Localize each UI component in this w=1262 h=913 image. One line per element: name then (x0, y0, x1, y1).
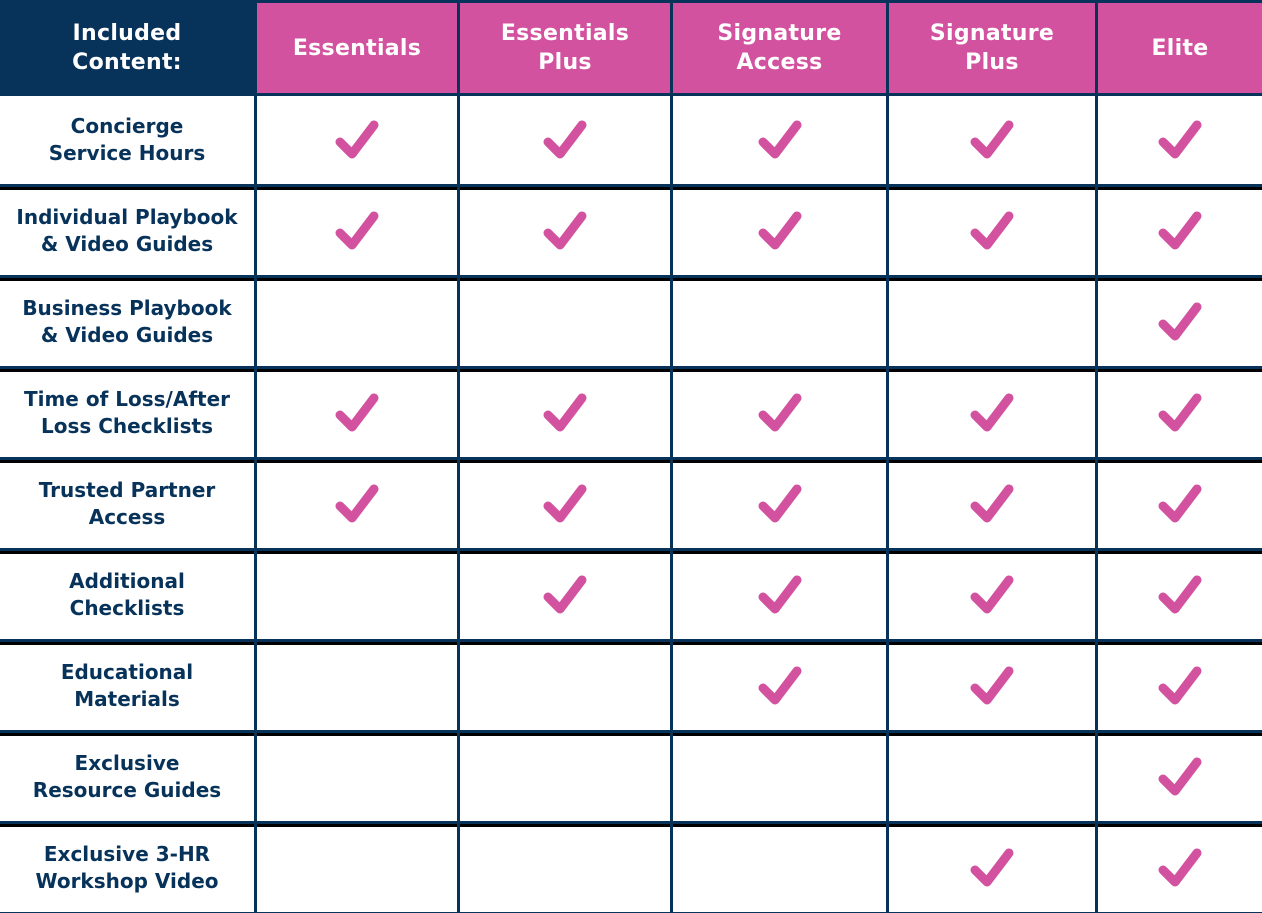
check-icon (970, 575, 1014, 614)
cell-signature-access (673, 642, 886, 730)
cell-elite (1098, 824, 1262, 912)
row-label: Exclusive 3-HR Workshop Video (0, 824, 254, 912)
cell-essentials-plus (460, 551, 670, 639)
check-icon (970, 666, 1014, 705)
row-label: Concierge Service Hours (0, 96, 254, 184)
row-label: Business Playbook & Video Guides (0, 278, 254, 366)
check-icon (335, 393, 379, 432)
header-included-content: Included Content: (0, 3, 254, 93)
cell-signature-plus (889, 733, 1095, 821)
cell-essentials (257, 460, 457, 548)
cell-signature-plus (889, 824, 1095, 912)
cell-elite (1098, 733, 1262, 821)
cell-elite (1098, 460, 1262, 548)
cell-essentials (257, 824, 457, 912)
cell-elite (1098, 369, 1262, 457)
row-label: Time of Loss/After Loss Checklists (0, 369, 254, 457)
cell-essentials (257, 551, 457, 639)
check-icon (335, 484, 379, 523)
check-icon (758, 393, 801, 432)
row-label: Additional Checklists (0, 551, 254, 639)
row-label: Educational Materials (0, 642, 254, 730)
check-icon (970, 120, 1014, 159)
check-icon (1158, 666, 1202, 705)
cell-essentials (257, 96, 457, 184)
cell-signature-access (673, 460, 886, 548)
cell-essentials-plus (460, 733, 670, 821)
cell-signature-access (673, 278, 886, 366)
check-icon (758, 575, 801, 614)
cell-essentials-plus (460, 642, 670, 730)
cell-signature-access (673, 824, 886, 912)
cell-elite (1098, 187, 1262, 275)
header-plan-essentials-plus: Essentials Plus (460, 3, 670, 93)
row-label: Trusted Partner Access (0, 460, 254, 548)
cell-signature-plus (889, 551, 1095, 639)
cell-signature-access (673, 551, 886, 639)
cell-signature-access (673, 733, 886, 821)
check-icon (1158, 302, 1202, 341)
cell-elite (1098, 278, 1262, 366)
check-icon (970, 484, 1014, 523)
check-icon (970, 211, 1014, 250)
cell-essentials (257, 369, 457, 457)
cell-signature-plus (889, 278, 1095, 366)
check-icon (758, 211, 801, 250)
cell-elite (1098, 642, 1262, 730)
cell-essentials-plus (460, 369, 670, 457)
cell-signature-access (673, 187, 886, 275)
cell-essentials-plus (460, 460, 670, 548)
check-icon (1158, 120, 1202, 159)
check-icon (758, 120, 801, 159)
cell-essentials-plus (460, 824, 670, 912)
check-icon (543, 393, 587, 432)
cell-signature-access (673, 369, 886, 457)
header-plan-signature-access: Signature Access (673, 3, 886, 93)
check-icon (970, 393, 1014, 432)
cell-essentials-plus (460, 187, 670, 275)
cell-signature-plus (889, 642, 1095, 730)
cell-essentials (257, 642, 457, 730)
check-icon (335, 211, 379, 250)
check-icon (1158, 575, 1202, 614)
check-icon (758, 484, 801, 523)
check-icon (335, 120, 379, 159)
cell-essentials (257, 733, 457, 821)
row-label: Individual Playbook & Video Guides (0, 187, 254, 275)
check-icon (1158, 757, 1202, 796)
cell-essentials (257, 187, 457, 275)
cell-signature-plus (889, 460, 1095, 548)
cell-essentials-plus (460, 278, 670, 366)
cell-signature-plus (889, 187, 1095, 275)
cell-elite (1098, 96, 1262, 184)
cell-signature-plus (889, 96, 1095, 184)
cell-essentials-plus (460, 96, 670, 184)
check-icon (1158, 211, 1202, 250)
header-plan-essentials: Essentials (257, 3, 457, 93)
check-icon (970, 848, 1014, 887)
row-label: Exclusive Resource Guides (0, 733, 254, 821)
cell-signature-plus (889, 369, 1095, 457)
check-icon (1158, 848, 1202, 887)
check-icon (543, 484, 587, 523)
check-icon (543, 575, 587, 614)
check-icon (543, 211, 587, 250)
header-plan-elite: Elite (1098, 3, 1262, 93)
cell-essentials (257, 278, 457, 366)
cell-signature-access (673, 96, 886, 184)
check-icon (758, 666, 801, 705)
header-plan-signature-plus: Signature Plus (889, 3, 1095, 93)
check-icon (543, 120, 587, 159)
check-icon (1158, 393, 1202, 432)
cell-elite (1098, 551, 1262, 639)
check-icon (1158, 484, 1202, 523)
